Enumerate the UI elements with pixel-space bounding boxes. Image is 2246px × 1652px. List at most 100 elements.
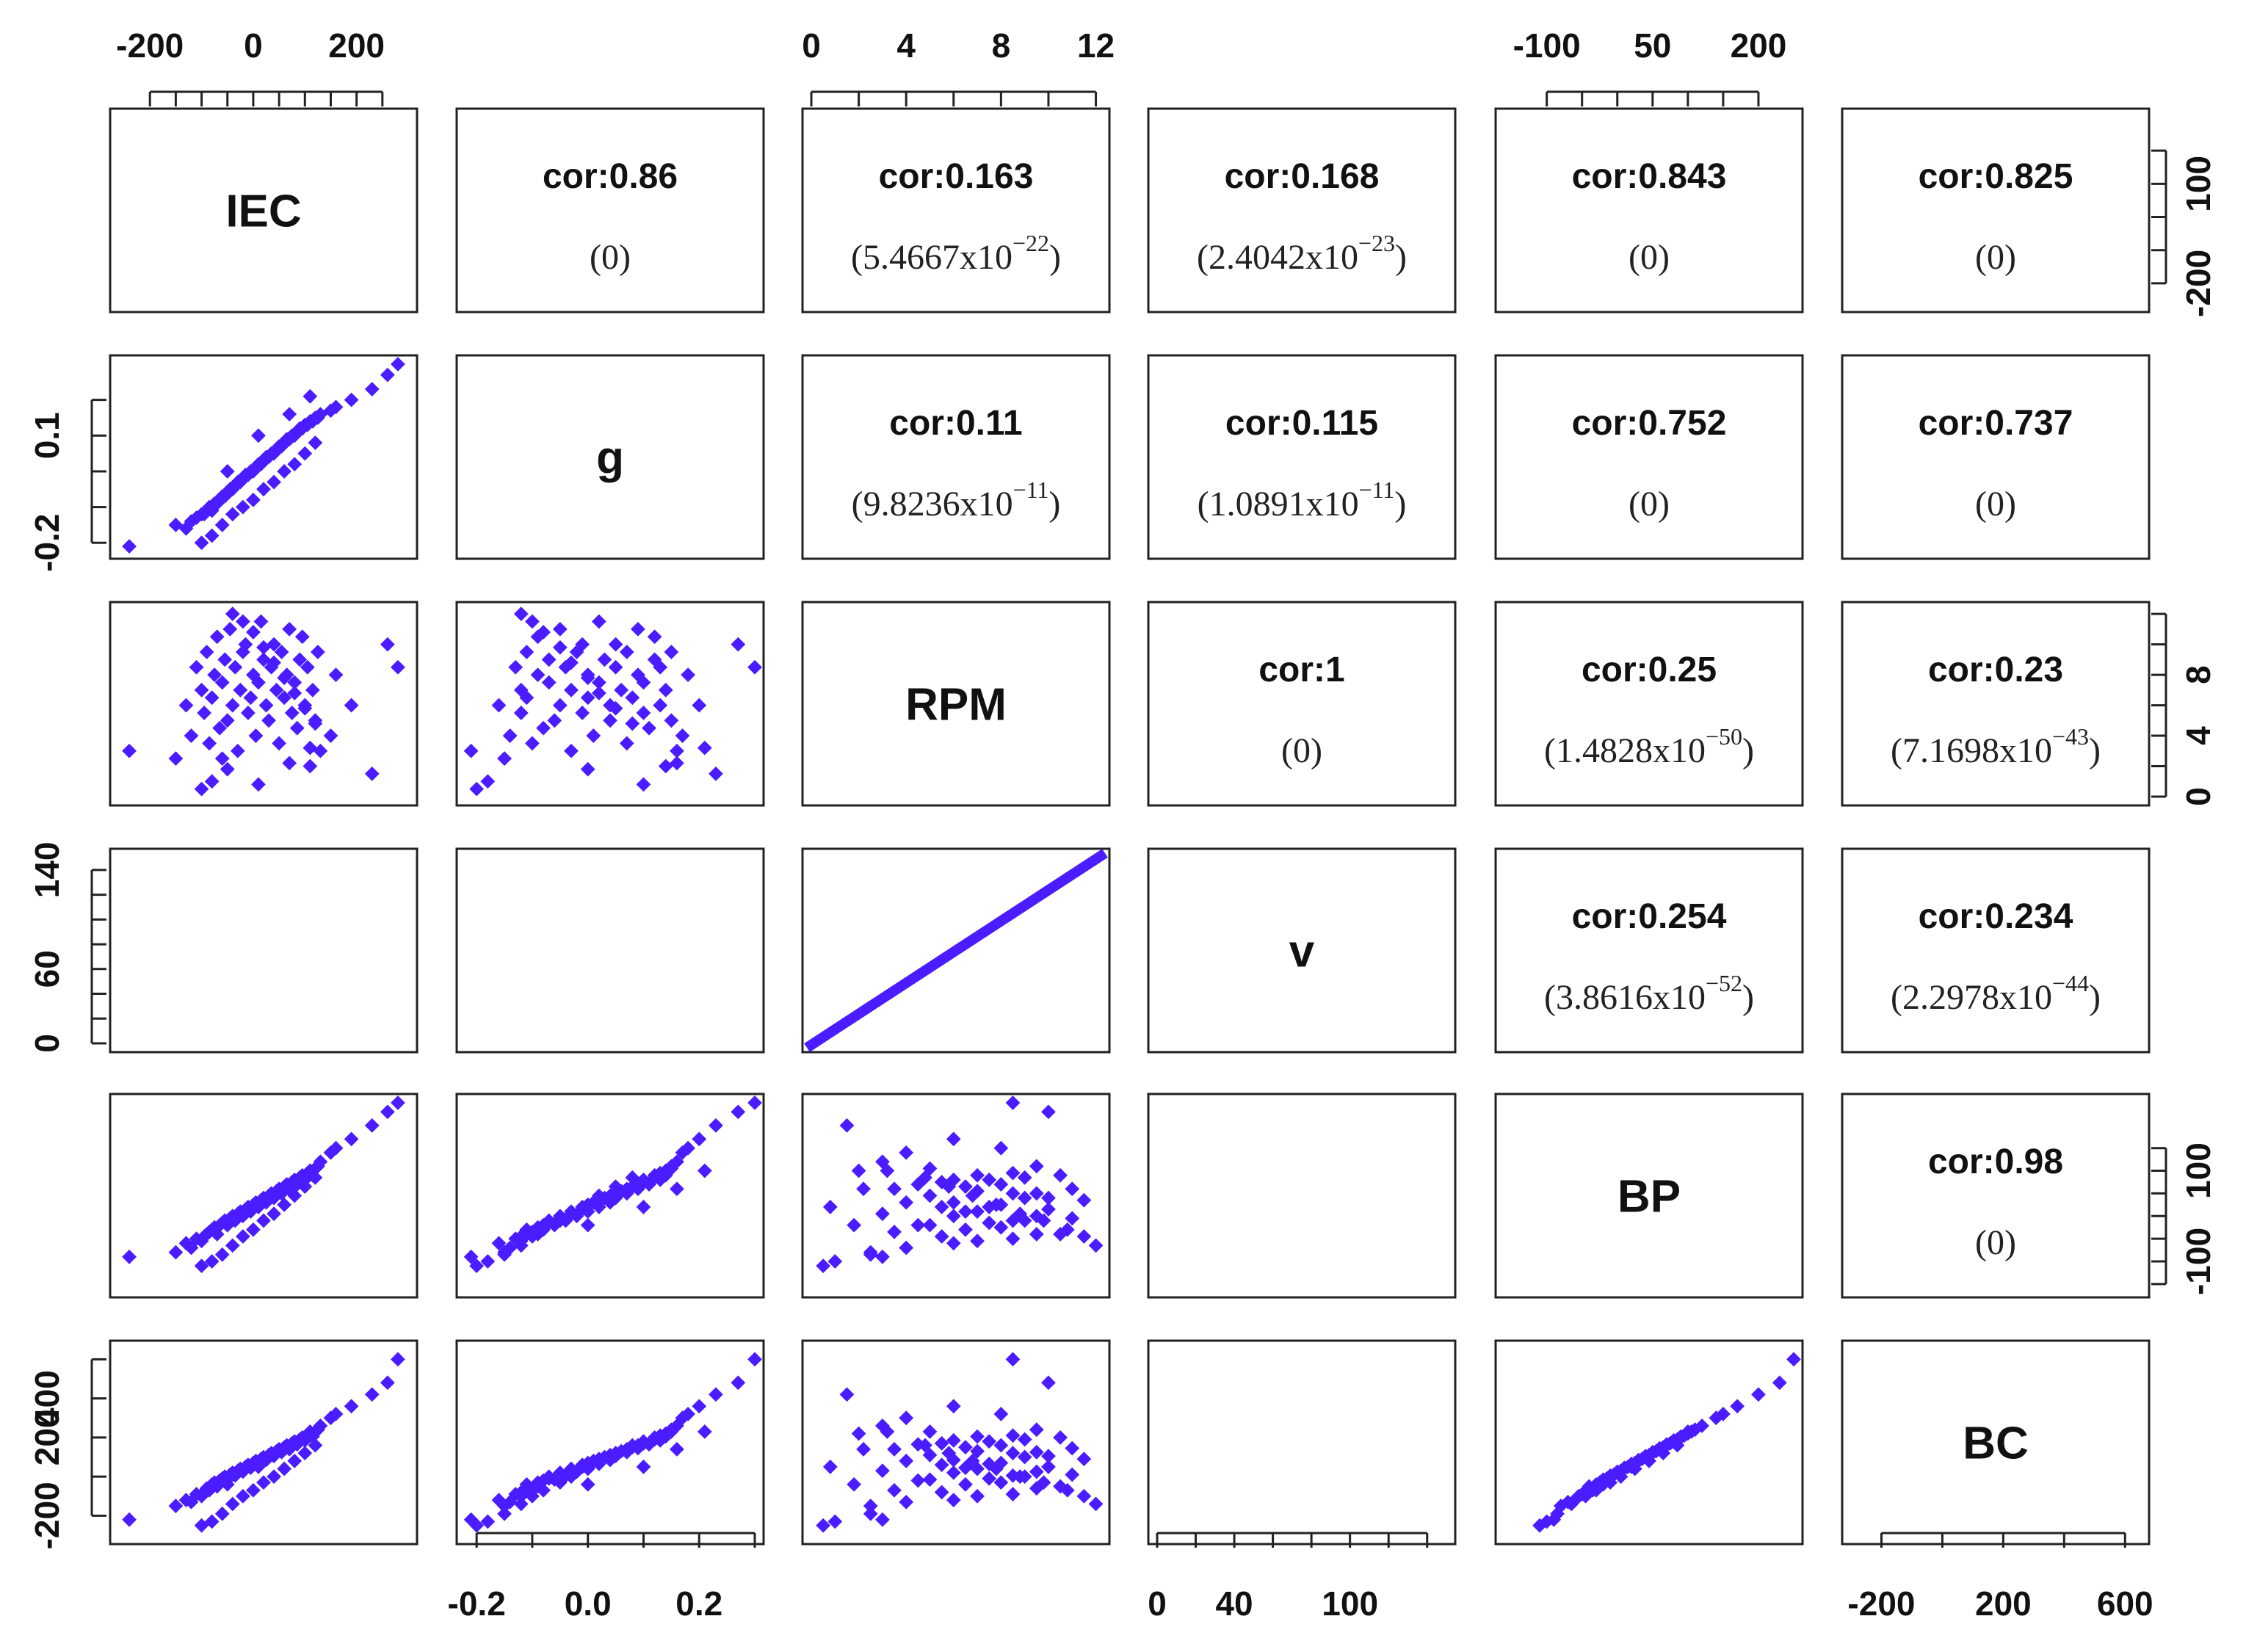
p-value-close: ) — [1049, 238, 1061, 277]
data-point — [1005, 1352, 1021, 1367]
data-point — [747, 659, 762, 675]
panel-BC-g — [455, 1339, 765, 1546]
data-point — [303, 758, 318, 774]
tick-label: 100 — [2179, 156, 2217, 212]
tick-label: 0.1 — [28, 412, 66, 459]
data-point — [480, 1514, 496, 1529]
tick-label: 200 — [1975, 1584, 2032, 1623]
data-point — [287, 457, 303, 472]
panel-v-IEC — [109, 847, 419, 1054]
data-point — [233, 682, 248, 698]
data-point — [636, 1459, 651, 1474]
p-value-base: (0) — [1975, 1223, 2016, 1262]
data-point — [827, 1514, 843, 1529]
data-point — [847, 1217, 862, 1233]
data-point — [303, 1163, 318, 1178]
data-point — [586, 728, 601, 743]
data-point — [1012, 1206, 1028, 1222]
data-point — [993, 1406, 1009, 1421]
p-value-close: ) — [1742, 731, 1754, 770]
panel-IEC-IEC: IEC — [109, 107, 419, 314]
correlation-value: cor:0.23 — [1928, 651, 2063, 689]
data-point — [364, 382, 380, 396]
data-point — [658, 758, 673, 774]
data-point — [1017, 1432, 1032, 1447]
variable-label-v: v — [1289, 927, 1315, 977]
p-value-base: (7.1698x10 — [1891, 731, 2052, 770]
p-value-base: (3.8616x10 — [1544, 978, 1706, 1017]
data-point — [251, 777, 266, 792]
data-point — [204, 528, 220, 543]
data-point — [993, 1438, 1009, 1453]
data-point — [697, 740, 712, 756]
data-point — [1088, 1238, 1104, 1253]
bottom-axis-BC: -200 200 600 — [1847, 1532, 2153, 1623]
correlation-value: cor:0.843 — [1572, 157, 1727, 196]
data-point — [1786, 1352, 1801, 1367]
data-point — [1670, 1438, 1685, 1453]
tick-label: 0 — [28, 1034, 66, 1053]
data-point — [863, 1506, 878, 1521]
p-value-close: ) — [1394, 485, 1406, 524]
data-point — [934, 1200, 949, 1214]
data-point — [256, 1475, 271, 1490]
data-point — [822, 1459, 838, 1474]
data-point — [1029, 1227, 1044, 1242]
p-value-exponent: −11 — [1359, 477, 1395, 503]
data-point — [1029, 1159, 1044, 1174]
data-point — [267, 655, 281, 670]
data-point — [194, 781, 209, 797]
data-point — [463, 743, 479, 758]
data-point — [313, 743, 328, 758]
left-axis-g: 0.1 -0.2 — [28, 399, 106, 572]
data-point — [274, 645, 289, 659]
data-point — [230, 743, 245, 758]
tick-label: 200 — [328, 26, 385, 65]
data-point — [292, 652, 308, 667]
data-point — [328, 399, 344, 415]
data-point — [880, 1424, 895, 1439]
data-point — [970, 1204, 985, 1219]
data-point — [636, 675, 651, 690]
data-point — [856, 1441, 871, 1457]
data-point — [287, 1453, 303, 1468]
data-point — [1029, 1444, 1044, 1460]
p-value-base: (0) — [1629, 485, 1670, 524]
data-point — [982, 1173, 997, 1187]
correlation-value: cor:1 — [1258, 651, 1344, 689]
data-point — [1065, 1441, 1080, 1456]
data-point — [1065, 1467, 1080, 1482]
data-point — [1005, 1231, 1021, 1247]
tick-label: 12 — [1077, 26, 1115, 65]
data-point — [303, 1424, 318, 1439]
tick-label: 100 — [2179, 1142, 2217, 1199]
data-point — [675, 728, 690, 743]
data-point — [530, 667, 546, 682]
tick-label: 4 — [2179, 726, 2217, 745]
data-point — [1041, 1459, 1056, 1474]
panel-frame — [1841, 354, 2151, 560]
data-point — [697, 1163, 712, 1178]
data-point — [941, 1179, 957, 1195]
data-point — [731, 1375, 746, 1391]
data-point — [603, 713, 617, 728]
data-point — [747, 1095, 762, 1110]
p-value-base: (0) — [1629, 238, 1670, 277]
data-point — [463, 1249, 479, 1264]
data-point — [536, 625, 551, 640]
tick-label: -100 — [1513, 26, 1581, 65]
data-point — [297, 700, 313, 716]
tick-label: -0.2 — [28, 514, 66, 572]
p-value: (5.4667x10−22) — [851, 230, 1061, 277]
data-point — [272, 736, 287, 751]
tick-label: 0.0 — [565, 1584, 612, 1623]
data-point — [591, 1453, 606, 1468]
data-point — [220, 1217, 235, 1233]
data-point — [965, 1453, 980, 1468]
panel-BC-BP — [1494, 1339, 1804, 1546]
p-value: (3.8616x10−52) — [1544, 970, 1754, 1017]
data-point — [989, 1197, 1004, 1212]
data-point — [1065, 1181, 1080, 1197]
data-point — [1041, 1375, 1056, 1391]
panel-BC-RPM — [801, 1339, 1111, 1546]
